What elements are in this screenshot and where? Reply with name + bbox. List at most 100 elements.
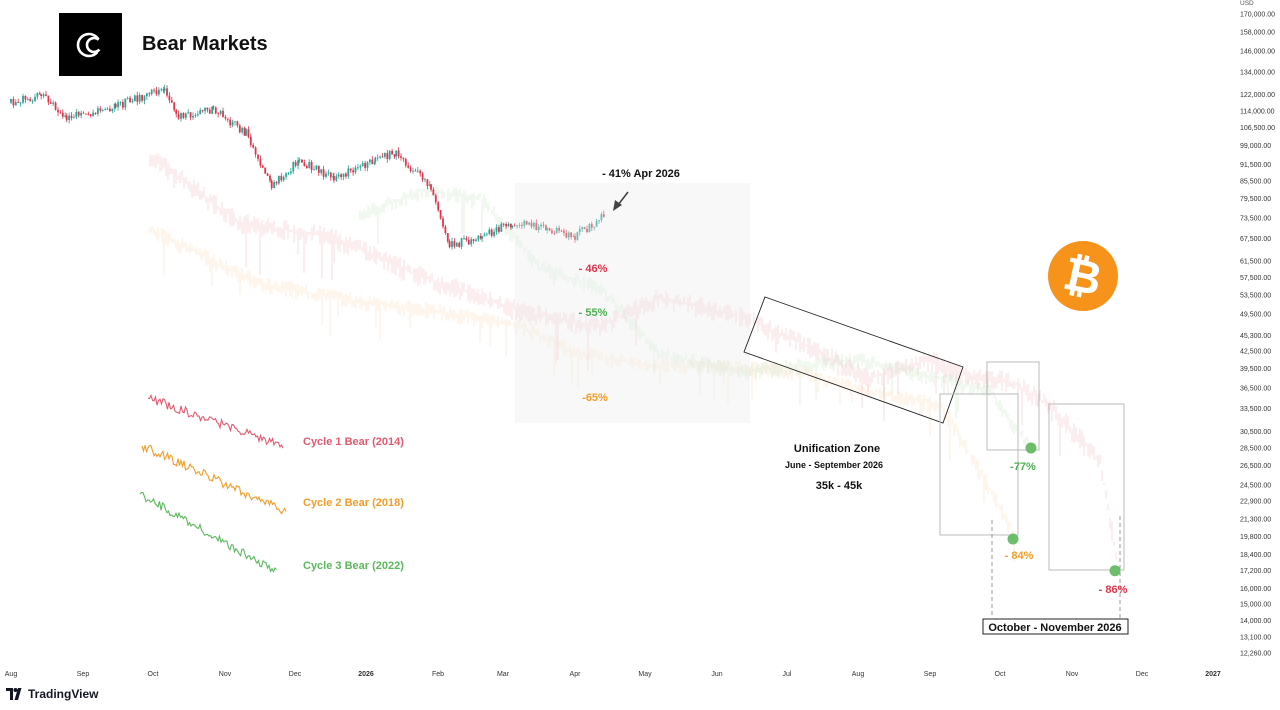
candle-body [269, 175, 271, 181]
candle-body [540, 224, 542, 227]
cycle3-legend-line [139, 492, 277, 574]
candle-body [352, 170, 354, 173]
candle-body [472, 239, 475, 241]
candle-body [404, 159, 407, 166]
candle-body [393, 154, 396, 157]
candle-body [337, 174, 340, 177]
tradingview-logo[interactable]: TradingView [6, 687, 98, 701]
candle-body [222, 110, 224, 117]
candle-body [264, 167, 267, 174]
candle-body [430, 184, 432, 190]
candle-body [136, 95, 139, 102]
x-tick-label: Apr [570, 671, 582, 678]
y-tick-label: 85,500.00 [1240, 179, 1271, 186]
candle-body [224, 116, 227, 119]
candle-body [593, 226, 596, 228]
candle-body [201, 110, 204, 112]
y-tick-label: 67,500.00 [1240, 236, 1271, 243]
y-tick-label: 170,000.00 [1240, 12, 1275, 19]
x-tick-label: Aug [852, 671, 865, 678]
candle-body [153, 89, 155, 91]
candle-body [495, 227, 498, 232]
y-tick-label: 36,500.00 [1240, 385, 1271, 392]
candle-body [588, 224, 591, 233]
candle-body [199, 110, 202, 115]
candle-body [563, 230, 565, 233]
candle-body [400, 156, 402, 158]
candle-body [34, 96, 36, 102]
candle-body [117, 102, 119, 108]
candle-body [333, 175, 335, 181]
legend-label: Cycle 1 Bear (2014) [303, 436, 404, 448]
candle-body [511, 225, 514, 228]
candle-body [303, 162, 306, 166]
candle-body [99, 108, 102, 111]
y-tick-label: 21,300.00 [1240, 516, 1271, 523]
y-tick-label: 24,500.00 [1240, 482, 1271, 489]
zone-dates: June - September 2026 [785, 460, 883, 470]
candle-body [77, 111, 80, 116]
candle-body [548, 228, 551, 231]
candle-body [490, 229, 493, 236]
candle-body [163, 88, 166, 91]
legend-label: Cycle 3 Bear (2022) [303, 560, 404, 572]
candle-body [451, 241, 453, 248]
candle-body [294, 162, 297, 166]
candle-body [282, 176, 285, 181]
candle-body [14, 102, 17, 106]
x-tick-label: Sep [924, 671, 937, 678]
cc-brand-logo-icon [59, 13, 122, 76]
y-tick-label: 22,900.00 [1240, 499, 1271, 506]
candle-body [273, 182, 275, 189]
candle-body [586, 228, 588, 233]
candle-body [168, 95, 171, 101]
candle-body [94, 112, 97, 114]
y-tick-label: 14,000.00 [1240, 618, 1271, 625]
candle-body [475, 239, 477, 241]
candle-body [217, 113, 220, 115]
candle-body [143, 96, 146, 101]
candle-body [231, 122, 234, 126]
x-tick-label: Jul [783, 671, 792, 678]
candle-body [82, 112, 85, 114]
candle-body [141, 95, 143, 101]
candle-body [325, 173, 327, 177]
candle-body [212, 106, 215, 108]
y-tick-label: 49,500.00 [1240, 311, 1271, 318]
candle-body [505, 224, 507, 227]
candle-body [546, 228, 548, 230]
candle-body [287, 173, 290, 174]
candle-body [196, 114, 199, 116]
candle-body [502, 223, 505, 225]
candle-body [315, 165, 318, 170]
y-tick-label: 73,500.00 [1240, 215, 1271, 222]
candle-body [206, 107, 209, 110]
y-tick-label: 122,000.00 [1240, 92, 1275, 99]
candle-body [61, 112, 64, 117]
candle-body [80, 112, 82, 116]
candle-body [119, 102, 122, 103]
candle-body [208, 109, 211, 114]
cycle1-low-label: - 86% [1099, 584, 1128, 596]
y-tick-label: 15,000.00 [1240, 601, 1271, 608]
candle-body [89, 114, 92, 116]
candle-body [416, 170, 419, 172]
y-tick-label: 146,000.00 [1240, 48, 1275, 55]
annotation-arrow-shaft [617, 191, 629, 206]
candle-body [488, 229, 491, 234]
low-marker-dot [1109, 565, 1121, 577]
candle-body [395, 150, 398, 157]
low-marker-dot [1025, 442, 1037, 454]
candle-body [397, 150, 400, 157]
candle-body [31, 101, 34, 102]
candle-body [124, 98, 127, 108]
candle-body [384, 153, 386, 157]
y-tick-label: 19,800.00 [1240, 534, 1271, 541]
candle-body [357, 167, 359, 169]
candle-body [54, 102, 57, 110]
candle-body [442, 218, 444, 227]
candle-body [122, 102, 124, 108]
x-tick-label: Dec [289, 671, 302, 678]
candle-body [576, 232, 579, 240]
candle-body [347, 168, 350, 177]
